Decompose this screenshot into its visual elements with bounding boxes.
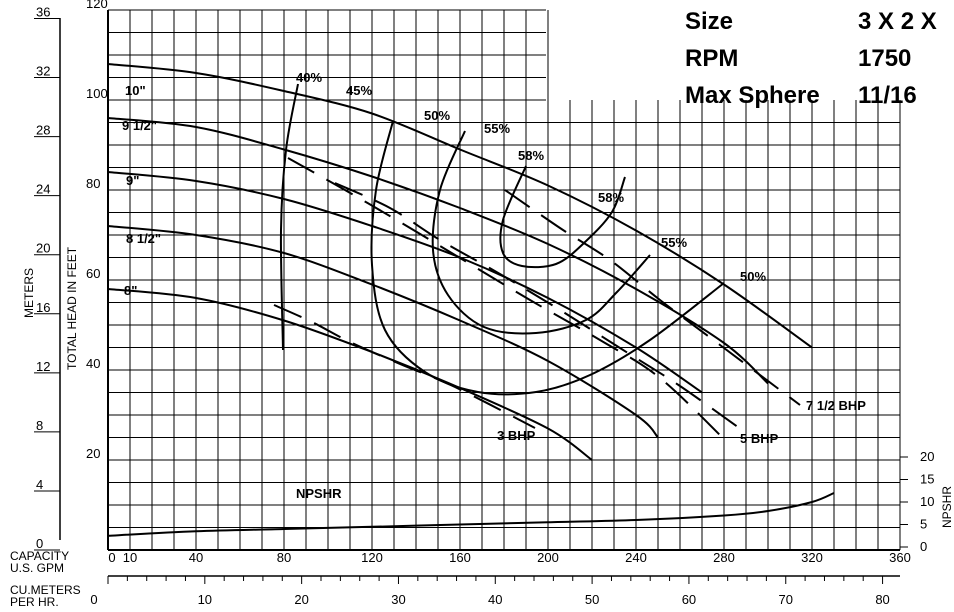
y-axis-label: TOTAL HEAD IN FEET <box>65 246 79 370</box>
x2-tick-label: 10 <box>198 592 212 607</box>
spec-size-label: Size <box>685 8 734 35</box>
npshr-curve <box>107 492 835 537</box>
x-axis-label-2: U.S. GPM <box>10 561 64 575</box>
x2-axis-label-1: CU.METERS <box>10 583 81 597</box>
x-tick-label: 40 <box>189 550 203 565</box>
x-tick-label: 280 <box>713 550 735 565</box>
x-tick-label: 200 <box>537 550 559 565</box>
impeller-curve <box>107 171 703 394</box>
y2-tick-label: 8 <box>36 418 43 433</box>
npshr-axis-label: NPSHR <box>940 486 954 528</box>
efficiency-label: 58% <box>598 190 624 205</box>
efficiency-label: 45% <box>346 83 372 98</box>
impeller-curve <box>107 288 593 461</box>
spec-sphere-value: 11/16 <box>858 82 917 109</box>
bhp-label: 3 BHP <box>497 428 536 443</box>
efficiency-label: 55% <box>661 235 687 250</box>
efficiency-curve <box>431 130 651 335</box>
x2-tick-label: 0 <box>90 592 97 607</box>
y-tick-label: 40 <box>86 356 100 371</box>
y2-axis-label: METERS <box>22 268 36 318</box>
chart-grid <box>107 9 908 551</box>
x-tick-label: 0 <box>108 550 115 565</box>
npshr-tick-label: 20 <box>920 449 934 464</box>
bhp-line <box>504 189 801 406</box>
x2-tick-label: 80 <box>875 592 889 607</box>
x2-tick-label: 50 <box>585 592 599 607</box>
y-tick-label: 120 <box>86 0 108 11</box>
y2-tick-label: 12 <box>36 359 50 374</box>
y2-tick-label: 36 <box>36 5 50 20</box>
y2-tick-label: 32 <box>36 64 50 79</box>
npshr-tick-label: 0 <box>920 539 927 554</box>
x2-tick-label: 70 <box>779 592 793 607</box>
y2-tick-label: 16 <box>36 300 50 315</box>
efficiency-label: 40% <box>296 70 322 85</box>
spec-rpm-label: RPM <box>685 45 739 72</box>
bhp-label: 7 1/2 BHP <box>806 398 866 413</box>
x2-tick-label: 60 <box>682 592 696 607</box>
y2-tick-label: 20 <box>36 241 50 256</box>
npshr-tick-label: 15 <box>920 472 934 487</box>
efficiency-label: 50% <box>740 269 766 284</box>
x-tick-label: 80 <box>277 550 291 565</box>
efficiency-curve <box>279 83 299 351</box>
chart-labels: TOTAL HEAD IN FEET METERS NPSHR CAPACITY… <box>10 246 954 609</box>
chart-frame <box>59 10 900 584</box>
impeller-curve <box>107 117 769 385</box>
y2-tick-label: 28 <box>36 123 50 138</box>
y-tick-label: 60 <box>86 266 100 281</box>
spec-size-value: 3 X 2 X <box>858 8 937 35</box>
efficiency-label: 58% <box>518 148 544 163</box>
x2-tick-label: 20 <box>294 592 308 607</box>
y-tick-label: 100 <box>86 86 108 101</box>
y2-tick-label: 4 <box>36 477 43 492</box>
y-tick-label: 20 <box>86 446 100 461</box>
efficiency-label: 50% <box>424 108 450 123</box>
npshr-curve-label: NPSHR <box>296 486 342 501</box>
impeller-label: 9" <box>126 173 139 188</box>
spec-sphere-label: Max Sphere <box>685 82 820 109</box>
impeller-curve <box>107 63 813 349</box>
x-tick-label: 10 <box>123 550 137 565</box>
x-axis-label-1: CAPACITY <box>10 549 69 563</box>
bhp-line <box>334 182 743 431</box>
x-tick-label: 360 <box>889 550 911 565</box>
x-tick-label: 120 <box>361 550 383 565</box>
impeller-label: 8 1/2" <box>126 231 161 246</box>
npshr-tick-label: 5 <box>920 517 927 532</box>
bhp-label: 5 BHP <box>740 431 779 446</box>
impeller-curve <box>107 225 659 439</box>
y2-tick-label: 0 <box>36 536 43 551</box>
impeller-label: 8" <box>124 283 137 298</box>
bhp-line <box>273 304 536 429</box>
impeller-label: 9 1/2" <box>122 118 157 133</box>
x-tick-label: 160 <box>449 550 471 565</box>
bhp-line <box>287 157 726 441</box>
x2-axis-label-2: PER HR. <box>10 595 59 609</box>
y-tick-label: 80 <box>86 176 100 191</box>
x-tick-label: 320 <box>801 550 823 565</box>
y2-tick-label: 24 <box>36 182 50 197</box>
impeller-curves: 10" 9 1/2" 9" 8 1/2" 8" <box>107 63 813 461</box>
npshr-group: NPSHR <box>107 486 835 537</box>
x-tick-label: 240 <box>625 550 647 565</box>
x2-tick-label: 40 <box>488 592 502 607</box>
x2-tick-label: 30 <box>391 592 405 607</box>
efficiency-label: 55% <box>484 121 510 136</box>
impeller-label: 10" <box>125 83 146 98</box>
npshr-tick-label: 10 <box>920 494 934 509</box>
spec-rpm-value: 1750 <box>858 45 912 72</box>
